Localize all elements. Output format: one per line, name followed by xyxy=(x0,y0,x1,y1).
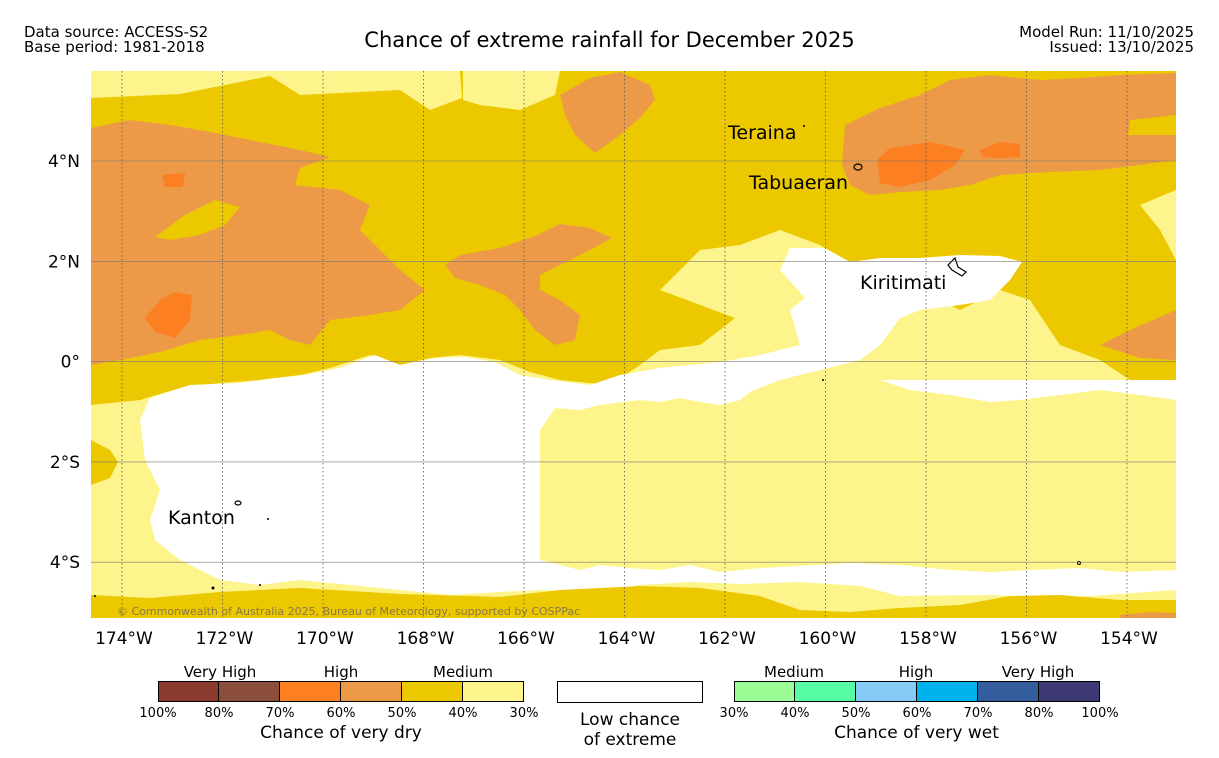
header-meta-right: Model Run: 11/10/2025 Issued: 13/10/2025 xyxy=(1019,25,1194,55)
small-island-icon xyxy=(803,125,805,127)
legend-wet-swatch xyxy=(917,681,978,702)
small-island-icon xyxy=(822,379,824,381)
legend-wet-tick-label: 40% xyxy=(780,706,810,721)
legend-low-chance-swatch xyxy=(557,681,703,703)
chance-50-60-region-southeast xyxy=(1100,310,1176,360)
chance-50-60-region-north-centre xyxy=(560,72,655,153)
legend-wet-tick-label: 30% xyxy=(719,706,749,721)
model-run: Model Run: 11/10/2025 xyxy=(1019,23,1194,41)
legend-wet-swatch xyxy=(1039,681,1100,702)
legend-wet-heading: Very High xyxy=(1001,663,1075,681)
legend-dry-swatch xyxy=(402,681,463,702)
longitude-label: 168°W xyxy=(397,629,455,649)
base-period: Base period: 1981-2018 xyxy=(24,38,205,56)
legend-dry-swatch xyxy=(158,681,219,702)
tabuaeran-island-icon xyxy=(853,163,863,171)
longitude-label: 166°W xyxy=(497,629,555,649)
legend-low-chance-caption: Low chance of extreme xyxy=(557,710,703,750)
longitude-label: 170°W xyxy=(296,629,354,649)
legend-dry-heading: Medium xyxy=(433,663,493,681)
legend-low-line2: of extreme xyxy=(583,730,677,750)
chance-50-60-region-south-edge xyxy=(1120,612,1176,618)
small-island-icon xyxy=(267,518,269,520)
legend-wet-tick-label: 60% xyxy=(902,706,932,721)
legend-dry-tick-label: 70% xyxy=(265,706,295,721)
legend-dry-tick-label: 50% xyxy=(387,706,417,721)
chance-60-70-spot-3 xyxy=(145,292,192,338)
longitude-label: 162°W xyxy=(698,629,756,649)
legend-dry-tick-label: 40% xyxy=(448,706,478,721)
map-title: Chance of extreme rainfall for December … xyxy=(364,28,855,52)
legend-wet-swatch xyxy=(734,681,795,702)
legend-low-line1: Low chance xyxy=(580,710,680,730)
legend-wet-swatch xyxy=(856,681,917,702)
small-island-icon xyxy=(1077,561,1081,565)
place-label-teraina: Teraina xyxy=(727,122,797,144)
legend-wet-caption: Chance of very wet xyxy=(834,723,999,743)
legend-dry-swatch xyxy=(219,681,280,702)
legend-dry-heading: High xyxy=(323,663,359,681)
legend-dry-swatch xyxy=(463,681,524,702)
legend-dry-caption: Chance of very dry xyxy=(260,723,422,743)
place-label-tabuaeran: Tabuaeran xyxy=(748,172,848,194)
small-island-icon xyxy=(94,595,96,597)
small-island-icon xyxy=(259,584,261,586)
legend-dry-tick-label: 100% xyxy=(139,706,177,721)
chance-40-50-island-west xyxy=(155,200,240,240)
chance-60-70-spot-2 xyxy=(980,142,1020,158)
latitude-label: 2°N xyxy=(48,252,80,272)
axis-labels: 174°W 172°W 170°W 168°W 166°W 164°W 162°W 160°W… xyxy=(48,152,1158,649)
longitude-label: 160°W xyxy=(799,629,857,649)
longitude-label: 156°W xyxy=(1000,629,1058,649)
longitude-label: 158°W xyxy=(899,629,957,649)
legend-dry-heading: Very High xyxy=(183,663,257,681)
legend-dry-swatch xyxy=(280,681,341,702)
longitude-label: 174°W xyxy=(95,629,153,649)
copyright-notice: © Commonwealth of Australia 2025, Bureau… xyxy=(117,605,580,618)
legend-wet-tick-label: 100% xyxy=(1081,706,1119,721)
chance-30-40-patch xyxy=(463,71,560,110)
chance-60-70-spot-1 xyxy=(877,142,965,187)
longitude-label: 154°W xyxy=(1100,629,1158,649)
data-source: Data source: ACCESS-S2 xyxy=(24,23,209,41)
small-island-icon xyxy=(211,586,215,590)
chance-60-70-spot-4 xyxy=(162,173,185,187)
graticule xyxy=(91,71,1176,618)
legend-wet-tick-label: 50% xyxy=(841,706,871,721)
legend-dry-tick-label: 80% xyxy=(204,706,234,721)
chance-40-50-patch-west xyxy=(91,440,118,485)
legend-dry-tick-label: 60% xyxy=(326,706,356,721)
low-chance-region-south xyxy=(140,248,1176,598)
issued-date: Issued: 13/10/2025 xyxy=(1049,38,1194,56)
chance-40-50-region-south xyxy=(91,586,1176,618)
legend-wet-tick-label: 70% xyxy=(963,706,993,721)
latitude-label: 4°N xyxy=(48,152,80,172)
chance-50-60-region-centre xyxy=(445,224,612,345)
legend-wet-swatch xyxy=(978,681,1039,702)
kiritimati-island-icon xyxy=(947,256,967,277)
place-label-kiritimati: Kiritimati xyxy=(860,272,946,294)
map-plot-area xyxy=(91,71,1176,618)
latitude-label: 2°S xyxy=(50,453,80,473)
latitude-label: 4°S xyxy=(50,553,80,573)
legend-wet-heading: High xyxy=(898,663,934,681)
place-label-kanton: Kanton xyxy=(168,507,235,529)
header-meta-left: Data source: ACCESS-S2 Base period: 1981… xyxy=(24,25,208,55)
legend-wet-heading: Medium xyxy=(764,663,824,681)
legend-wet-swatch xyxy=(795,681,856,702)
latitude-label: 0° xyxy=(61,353,80,373)
longitude-label: 172°W xyxy=(196,629,254,649)
legend-wet-tick-label: 80% xyxy=(1024,706,1054,721)
legend-dry-tick-label: 30% xyxy=(509,706,539,721)
legend-dry-swatch xyxy=(341,681,402,702)
kanton-island-icon xyxy=(234,500,242,506)
longitude-label: 164°W xyxy=(598,629,656,649)
